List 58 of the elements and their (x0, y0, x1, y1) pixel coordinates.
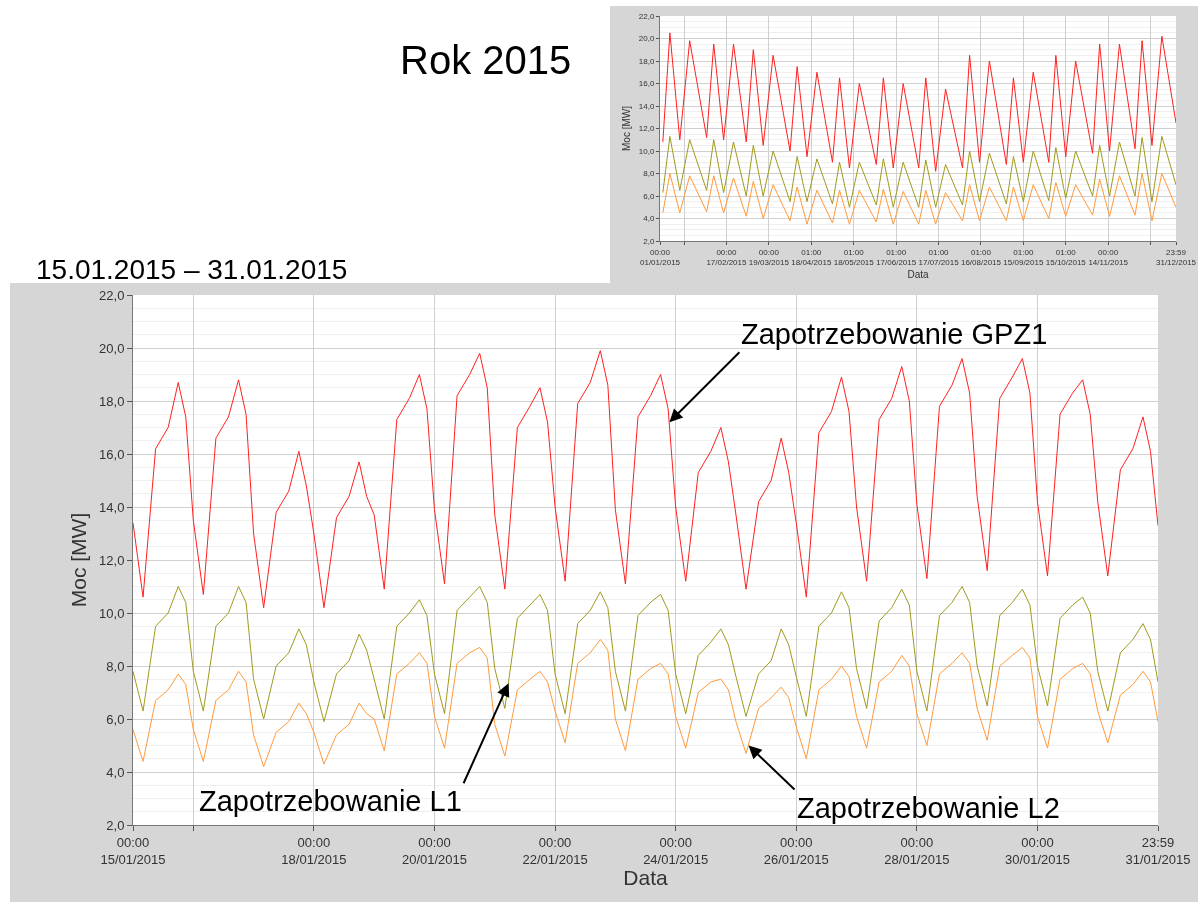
line-series (662, 135, 1176, 208)
y-tick-label: 22,0 (99, 287, 125, 303)
x-tick-label: 00:00 18/01/2015 (281, 834, 347, 867)
x-tick-label: 00:00 24/01/2015 (643, 834, 709, 867)
y-tick-label: 22,0 (638, 11, 655, 21)
line-series (133, 639, 1158, 768)
y-tick-label: 4,0 (643, 214, 655, 224)
y-tick-label: 10,0 (99, 605, 125, 621)
y-tick-label: 2,0 (106, 817, 125, 833)
line-series (133, 350, 1158, 609)
x-axis-title: Data (907, 268, 929, 280)
x-tick-label: 00:00 15/01/2015 (100, 834, 166, 867)
y-tick-label: 14,0 (638, 101, 655, 111)
y-tick-label: 2,0 (643, 236, 655, 246)
y-tick-label: 20,0 (99, 340, 125, 356)
y-tick-label: 8,0 (643, 169, 655, 179)
y-tick-label: 12,0 (99, 552, 125, 568)
y-tick-label: 14,0 (99, 499, 125, 515)
y-tick-label: 18,0 (638, 56, 655, 66)
x-tick-label: 00:00 01/01/2015 (639, 247, 681, 267)
y-axis-title: Moc [MW] (620, 105, 632, 151)
y-tick-label: 4,0 (106, 764, 125, 780)
x-tick-label: 23:59 31/12/2015 (1155, 247, 1197, 267)
x-tick-label: 00:00 17/02/2015 (706, 247, 748, 267)
x-tick-label: 00:00 30/01/2015 (1004, 834, 1070, 867)
annotation: Zapotrzebowanie GPZ1 (741, 318, 1048, 350)
annotation: Zapotrzebowanie L1 (199, 785, 462, 817)
x-tick-label: 00:00 22/01/2015 (522, 834, 588, 867)
x-tick-label: 01:00 15/10/2015 (1045, 247, 1087, 267)
y-tick-label: 6,0 (106, 711, 125, 727)
line-series (133, 586, 1158, 723)
chart-title: 15.01.2015 – 31.01.2015 (36, 254, 348, 286)
y-tick-label: 6,0 (643, 191, 655, 201)
x-tick-label: 01:00 17/06/2015 (876, 247, 917, 267)
x-axis-title: Data (623, 866, 668, 890)
y-tick-label: 16,0 (638, 79, 655, 89)
y-tick-label: 16,0 (99, 446, 125, 462)
x-tick-label: 01:00 15/09/2015 (1003, 247, 1044, 267)
line-series (662, 32, 1176, 172)
line-series (662, 173, 1176, 225)
y-tick-label: 20,0 (638, 34, 655, 44)
x-tick-label: 00:00 19/03/2015 (748, 247, 790, 267)
x-tick-label: 00:00 28/01/2015 (884, 834, 950, 867)
y-tick-label: 12,0 (638, 124, 655, 134)
y-tick-label: 18,0 (99, 393, 125, 409)
x-tick-label: 23:59 31/01/2015 (1125, 834, 1191, 867)
text: Rok 2015 (400, 38, 572, 83)
x-tick-label: 01:00 18/05/2015 (833, 247, 875, 267)
x-tick-label: 01:00 17/07/2015 (918, 247, 960, 267)
y-tick-label: 10,0 (638, 146, 655, 156)
y-tick-label: 8,0 (106, 658, 125, 674)
x-tick-label: 01:00 16/08/2015 (960, 247, 1002, 267)
x-tick-label: 00:00 14/11/2015 (1088, 247, 1129, 267)
y-axis-title: Moc [MW] (67, 512, 91, 608)
x-tick-label: 00:00 26/01/2015 (763, 834, 829, 867)
x-tick-label: 01:00 18/04/2015 (791, 247, 832, 267)
x-tick-label: 00:00 20/01/2015 (401, 834, 468, 867)
annotation: Zapotrzebowanie L2 (797, 792, 1060, 824)
